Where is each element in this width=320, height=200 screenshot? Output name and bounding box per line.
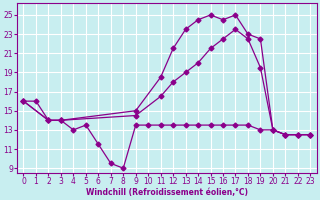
X-axis label: Windchill (Refroidissement éolien,°C): Windchill (Refroidissement éolien,°C) [86,188,248,197]
